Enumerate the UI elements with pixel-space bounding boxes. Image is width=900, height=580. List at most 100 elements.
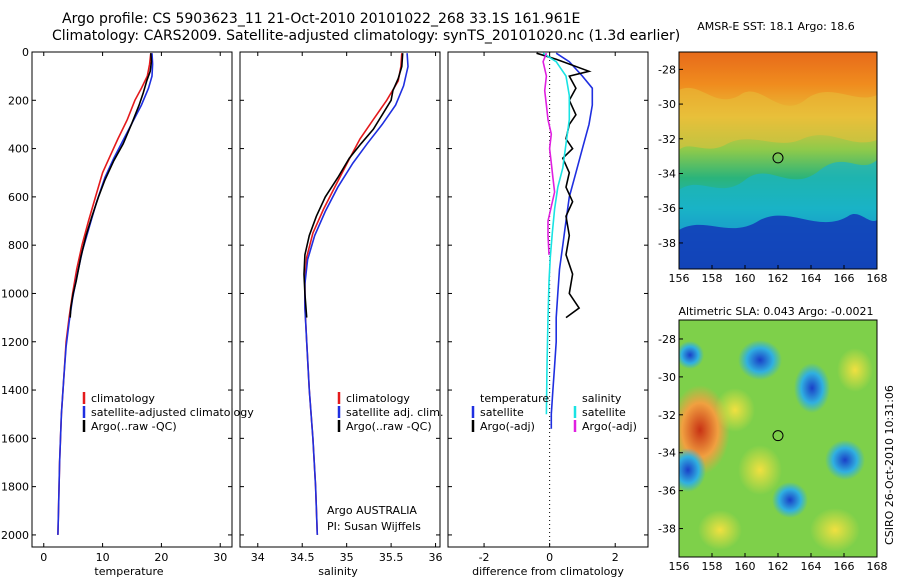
x-tick-label: 0 — [40, 551, 47, 564]
x-tick-label: 35 — [340, 551, 354, 564]
x-tick-label: 36 — [429, 551, 443, 564]
sla-map-title: Altimetric SLA: 0.043 Argo: -0.0021 — [679, 305, 874, 318]
y-tick-label: -32 — [658, 133, 676, 146]
y-tick-label: -28 — [658, 63, 676, 76]
legend-label-satellite: satellite-adjusted climatology — [91, 406, 254, 419]
y-tick-label: 1200 — [1, 336, 29, 349]
salinity-legend: climatology satellite adj. clim. Argo(..… — [327, 392, 443, 533]
y-tick-label: -38 — [658, 237, 676, 250]
x-tick-label: 20 — [154, 551, 168, 564]
y-tick-label: -30 — [658, 98, 676, 111]
y-tick-label: -34 — [658, 447, 676, 460]
series-line — [542, 52, 571, 415]
temperature-legend: climatology satellite-adjusted climatolo… — [82, 392, 254, 433]
sla-low-blob — [679, 341, 704, 369]
legend-label-sal-satellite: satellite — [582, 406, 626, 419]
x-tick-label: 162 — [768, 272, 789, 285]
x-tick-label: 164 — [801, 272, 822, 285]
x-tick-label: 156 — [669, 560, 690, 573]
legend-label-climatology: climatology — [346, 392, 410, 405]
x-tick-label: 156 — [669, 272, 690, 285]
side-stamp: CSIRO 26-Oct-2010 10:31:06 — [883, 385, 896, 545]
x-tick-label: 166 — [834, 560, 855, 573]
chart-title-line2: Climatology: CARS2009. Satellite-adjuste… — [52, 28, 681, 44]
salinity-profile-panel: 34 34.5 35 35.5 36 salinity — [239, 51, 443, 578]
sst-warm-band — [679, 87, 877, 150]
y-tick-label: -28 — [658, 333, 676, 346]
y-tick-label: 400 — [8, 143, 29, 156]
y-tick-label: 1600 — [1, 432, 29, 445]
y-tick-label: -38 — [658, 523, 676, 536]
plot-frame — [31, 51, 233, 548]
y-tick-label: 1000 — [1, 287, 29, 300]
legend-label-argo: Argo(..raw -QC) — [346, 420, 432, 433]
x-tick-label: 30 — [213, 551, 227, 564]
sla-map-axes: 156 158 160 162 164 166 168 -28 -30 -32 -34 -36 -38 — [658, 333, 887, 573]
sla-high-blob — [810, 508, 860, 552]
sla-low-blob — [794, 363, 830, 413]
x-tick-label: 158 — [702, 272, 723, 285]
sla-low-blob — [772, 482, 808, 518]
x-tick-label: 164 — [801, 560, 822, 573]
y-tick-label: 800 — [8, 239, 29, 252]
y-tick-label: -32 — [658, 409, 676, 422]
sla-high-blob — [837, 348, 873, 392]
y-tick-label: 2000 — [1, 529, 29, 542]
legend-label-climatology: climatology — [91, 392, 155, 405]
credit-institution: Argo AUSTRALIA — [327, 504, 417, 517]
y-tick-label: 1800 — [1, 481, 29, 494]
y-tick-label: -30 — [658, 371, 676, 384]
sla-high-blob — [715, 388, 755, 432]
legend-label-satellite: satellite adj. clim. — [346, 406, 443, 419]
x-tick-label: 168 — [867, 560, 888, 573]
series-line — [303, 53, 404, 318]
series-line — [536, 52, 592, 319]
y-tick-label: -34 — [658, 168, 676, 181]
x-tick-label: 166 — [834, 272, 855, 285]
legend-label-sal-argo: Argo(-adj) — [582, 420, 637, 433]
x-tick-label: 10 — [96, 551, 110, 564]
y-tick-label: -36 — [658, 485, 676, 498]
sla-high-blob — [738, 445, 782, 495]
series-line — [304, 53, 409, 535]
series-line — [542, 52, 556, 255]
sla-high-blob — [698, 510, 742, 550]
sst-map-axes: 156 158 160 162 164 166 168 -28 -30 -32 -34 -36 -38 — [658, 63, 887, 285]
legend-title-salinity: salinity — [582, 392, 622, 405]
x-tick-label: 34.5 — [290, 551, 315, 564]
sla-map-panel: 156 158 160 162 164 166 168-28-30-32-34-36-38 … — [658, 305, 887, 573]
legend-label-temp-satellite: satellite — [480, 406, 524, 419]
sst-cold-band — [679, 213, 877, 269]
series-line — [550, 52, 594, 429]
sla-low-blob — [679, 448, 706, 492]
legend-label-argo: Argo(..raw -QC) — [91, 420, 177, 433]
y-tick-label: -36 — [658, 202, 676, 215]
sst-argo-marker — [772, 152, 784, 164]
series-line — [69, 53, 153, 318]
x-tick-label: -2 — [479, 551, 490, 564]
x-tick-label: 160 — [735, 560, 756, 573]
y-tick-label: 1400 — [1, 384, 29, 397]
x-tick-label: 168 — [867, 272, 888, 285]
x-tick-label: 0 — [546, 551, 553, 564]
legend-title-temperature: temperature — [480, 392, 549, 405]
sla-low-blob — [738, 340, 782, 380]
y-tick-label: 0 — [22, 46, 29, 59]
x-axis-label: temperature — [94, 565, 163, 578]
x-tick-label: 160 — [735, 272, 756, 285]
x-tick-label: 162 — [768, 560, 789, 573]
credit-pi: PI: Susan Wijffels — [327, 520, 421, 533]
legend-label-temp-argo: Argo(-adj) — [480, 420, 535, 433]
difference-legend: temperature satellite Argo(-adj) salinit… — [471, 392, 637, 433]
sla-argo-marker — [772, 430, 784, 442]
x-tick-label: 2 — [612, 551, 619, 564]
x-tick-label: 35.5 — [379, 551, 404, 564]
temperature-profile-panel: 0 200 400 600 800 1000 1200 1400 1600 1800 2000 0 10… — [1, 46, 233, 578]
plot-frame — [239, 51, 441, 548]
y-tick-label: 600 — [8, 191, 29, 204]
x-axis-label: difference from climatology — [472, 565, 624, 578]
x-tick-label: 158 — [702, 560, 723, 573]
x-tick-label: 34 — [251, 551, 265, 564]
